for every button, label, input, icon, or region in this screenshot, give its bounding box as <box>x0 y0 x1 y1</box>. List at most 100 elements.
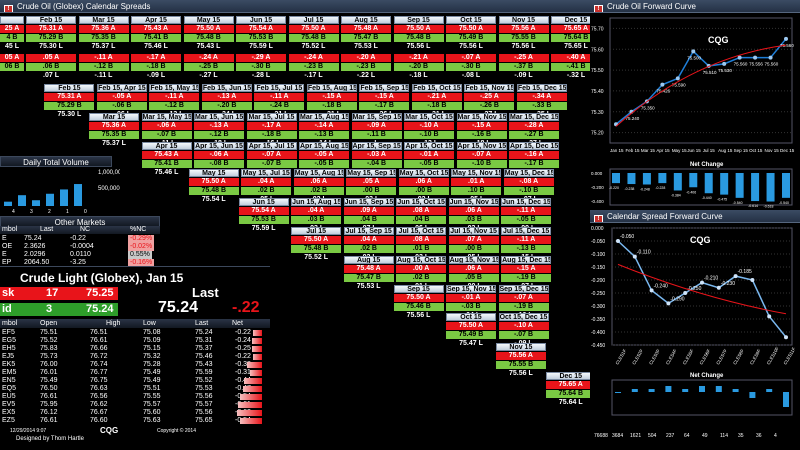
bid-cell[interactable]: 75.48 B <box>188 187 239 195</box>
last-cell[interactable]: -.08 L <box>446 72 496 80</box>
bid-cell[interactable]: -.37 B <box>498 63 549 71</box>
ask-cell[interactable]: -.11 A <box>501 207 552 215</box>
ask-cell[interactable]: .06 A <box>398 178 449 186</box>
bid-cell[interactable]: -.12 B <box>78 63 129 71</box>
bid-cell[interactable]: -.05 B <box>501 216 552 224</box>
bid-cell[interactable]: -.27 B <box>509 131 559 139</box>
ask-cell[interactable]: -.24 A <box>183 54 234 62</box>
bid-cell[interactable]: 75.47 B <box>343 274 394 282</box>
bid-cell[interactable]: -.10 B <box>503 187 554 195</box>
last-cell[interactable]: 75.47 L <box>446 340 496 348</box>
last-cell[interactable]: -.09 L <box>498 72 549 80</box>
ask-cell[interactable]: 75.50 A <box>446 322 496 330</box>
bid-cell[interactable]: .03 B <box>291 216 342 224</box>
ask-cell[interactable]: 75.48 A <box>343 265 394 273</box>
ask-cell[interactable]: 75.54 A <box>238 207 289 215</box>
ask-cell[interactable]: -.06 A <box>194 151 244 159</box>
ask-cell[interactable]: 75.54 A <box>236 25 286 33</box>
last-cell[interactable]: 75.56 L <box>495 370 546 378</box>
bid-cell[interactable]: -.30 B <box>236 63 286 71</box>
bid-cell[interactable]: -.26 B <box>464 102 515 110</box>
bid-cell[interactable]: -.23 B <box>288 63 339 71</box>
bid-cell[interactable]: 75.49 B <box>446 331 496 339</box>
bid-cell[interactable]: .00 B <box>448 245 499 253</box>
ask-cell[interactable]: -.17 A <box>131 54 181 62</box>
crude-light-row[interactable]: EQ5 76.50 76.63 75.51 75.53 -0.47 <box>0 385 270 393</box>
ask-cell[interactable]: -.11 A <box>149 93 200 101</box>
bid-cell[interactable]: 75.48 B <box>393 34 444 42</box>
ask-cell[interactable]: -.13 A <box>201 93 252 101</box>
ask-cell[interactable]: -.05 A <box>299 151 349 159</box>
ask-cell[interactable]: 75.50 A <box>446 25 496 33</box>
bid-cell[interactable]: 75.29 B <box>26 34 76 42</box>
ask-cell[interactable]: -.05 A <box>96 93 147 101</box>
bid-cell[interactable]: 75.48 B <box>288 34 339 42</box>
row-left-cell[interactable]: 05 A <box>0 54 24 62</box>
last-cell[interactable]: -.17 L <box>288 72 339 80</box>
last-cell[interactable]: 75.53 L <box>343 283 394 291</box>
bid-cell[interactable]: 75.48 B <box>291 245 342 253</box>
ask-cell[interactable]: -.07 A <box>246 151 297 159</box>
ask-cell[interactable]: 75.43 A <box>131 25 181 33</box>
ask-cell[interactable]: .09 A <box>343 207 394 215</box>
ask-cell[interactable]: -.16 A <box>509 151 559 159</box>
bid-cell[interactable]: 75.64 B <box>551 34 590 42</box>
bid-cell[interactable]: .01 B <box>396 245 447 253</box>
last-cell[interactable]: 75.30 L <box>26 43 76 51</box>
bid-cell[interactable]: -.18 B <box>246 131 297 139</box>
ask-cell[interactable]: -.07 A <box>498 294 549 302</box>
bid-cell[interactable]: .04 B <box>343 216 394 224</box>
ask-cell[interactable]: 75.31 A <box>26 25 76 33</box>
bid-cell[interactable]: -.04 B <box>351 160 402 168</box>
bid-cell[interactable]: -.18 B <box>131 63 181 71</box>
last-cell[interactable]: 75.37 L <box>89 140 139 148</box>
ask-cell[interactable]: -.40 A <box>551 54 590 62</box>
last-cell[interactable]: 75.53 L <box>341 43 391 51</box>
bid-cell[interactable]: -.07 B <box>141 131 192 139</box>
last-cell[interactable]: 75.52 L <box>291 254 342 262</box>
ask-cell[interactable]: -.15 A <box>306 93 357 101</box>
ask-cell[interactable]: -.21 A <box>411 93 462 101</box>
ask-cell[interactable]: 75.36 A <box>78 25 129 33</box>
bid-cell[interactable]: .02 B <box>241 187 292 195</box>
last-cell[interactable]: -.28 L <box>236 72 286 80</box>
ask-cell[interactable]: -.01 A <box>446 294 496 302</box>
bid-cell[interactable]: -.10 B <box>456 160 507 168</box>
bid-cell[interactable]: -.07 B <box>498 331 549 339</box>
bid-cell[interactable]: -.20 B <box>201 102 252 110</box>
ask-cell[interactable]: 75.56 A <box>495 352 546 360</box>
bid-cell[interactable]: -.12 B <box>149 102 200 110</box>
ask-cell[interactable]: 75.50 A <box>393 25 444 33</box>
ask-cell[interactable]: .07 A <box>448 236 499 244</box>
last-cell[interactable]: -.11 L <box>78 72 129 80</box>
spread-curve-titlebar[interactable]: ! Calendar Spread Forward Curve <box>590 210 800 223</box>
forward-curve-titlebar[interactable]: ! Crude Oil Forward Curve <box>590 0 800 13</box>
bid-cell[interactable]: -.17 B <box>509 160 559 168</box>
ask-cell[interactable]: -.29 A <box>236 54 286 62</box>
crude-light-row[interactable]: EN5 75.49 76.75 75.49 75.52 -0.44 <box>0 377 270 385</box>
bid-cell[interactable]: .10 B <box>451 187 502 195</box>
last-cell[interactable]: 75.43 L <box>183 43 234 51</box>
bid-cell[interactable]: 75.53 B <box>238 216 289 224</box>
last-cell[interactable]: 75.56 L <box>498 43 549 51</box>
last-cell[interactable]: 75.46 L <box>131 43 181 51</box>
last-cell[interactable]: 75.56 L <box>393 312 444 320</box>
bid-cell[interactable]: .02 B <box>396 274 447 282</box>
last-cell[interactable]: 75.59 L <box>238 225 289 233</box>
bid-cell[interactable]: 75.47 B <box>341 34 391 42</box>
last-cell[interactable]: -.27 L <box>183 72 234 80</box>
ask-cell[interactable]: 75.50 A <box>393 294 444 302</box>
ask-cell[interactable]: -.14 A <box>299 122 349 130</box>
bid-cell[interactable]: -.05 B <box>299 160 349 168</box>
ask-cell[interactable]: -.34 A <box>516 93 567 101</box>
ask-cell[interactable]: -.03 A <box>351 151 402 159</box>
other-markets-row[interactable]: OE 2.3626 -0.0004 -0.02% <box>0 243 160 251</box>
ask-cell[interactable]: -.24 A <box>288 54 339 62</box>
ask-cell[interactable]: -.10 A <box>498 322 549 330</box>
ask-cell[interactable]: -.20 A <box>341 54 391 62</box>
bid-cell[interactable]: -.10 B <box>404 131 454 139</box>
bid-box[interactable]: id 3 75.24 <box>0 303 118 316</box>
other-markets-row[interactable]: E 75.24 -0.22 -0.29% <box>0 235 160 243</box>
ask-cell[interactable]: .06 A <box>293 178 344 186</box>
